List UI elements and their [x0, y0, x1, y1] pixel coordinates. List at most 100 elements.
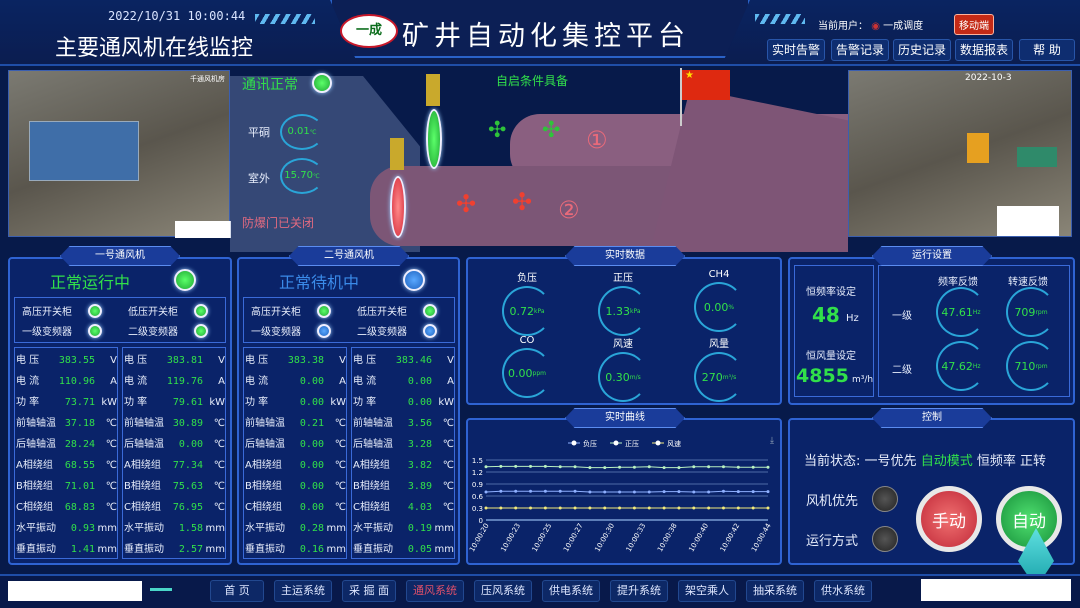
x-tick-label: 10:00:44: [750, 522, 773, 554]
x-tick-label: 10:00:23: [499, 522, 522, 553]
data-row: A相绕组 0.00 ℃: [245, 456, 346, 476]
camera-feed-right[interactable]: 2022-10-3: [848, 70, 1072, 237]
speed-feedback-header: 转速反馈: [1008, 277, 1048, 288]
run-mode-knob[interactable]: [872, 526, 898, 552]
fan-2-mark: ②: [558, 196, 580, 224]
row-unit: ℃: [334, 481, 346, 492]
data-row: 垂直振动 0.16 mm: [245, 540, 346, 560]
nav-4[interactable]: 通风系统: [406, 580, 464, 602]
data-point-正压: [632, 465, 636, 469]
user-label: 当前用户：: [818, 21, 868, 32]
mode-state: 自动模式: [920, 454, 973, 469]
indicator-3: 一级变频器: [22, 323, 102, 338]
row-unit: ℃: [442, 502, 454, 513]
row-value: 4.03: [407, 502, 432, 513]
indicator-lamp: [317, 303, 331, 318]
nav-1[interactable]: 首 页: [210, 580, 264, 602]
x-tick-label: 10:00:27: [562, 522, 585, 553]
gauge-CO: CO 0.00 ppm: [494, 335, 560, 398]
report-button[interactable]: 数据报表: [955, 39, 1013, 61]
x-tick-label: 10:00:40: [687, 522, 710, 553]
gauge-unit: m/s: [629, 373, 641, 381]
row-value: 3.89: [407, 481, 432, 492]
control-panel: 当前状态: 一号优先 自动模式 恒频率 正转 风机优先 运行方式 手动 自动: [788, 418, 1075, 565]
decor-dash: [150, 588, 172, 591]
data-row: 前轴轴温 0.21 ℃: [245, 414, 346, 434]
nav-3[interactable]: 采 掘 面: [342, 580, 396, 602]
nav-7[interactable]: 提升系统: [610, 580, 668, 602]
row-label: 功 率: [245, 397, 269, 408]
row-unit: V: [110, 355, 117, 366]
realtime-data-panel: 负压 0.72 kPa 正压 1.33 kPa CH4 0.00% CO 0.00 ppm 风速 0.3…: [466, 257, 782, 405]
row-value: 79.61: [172, 397, 203, 408]
row-value: 0.00: [299, 439, 324, 450]
nav-10[interactable]: 供水系统: [814, 580, 872, 602]
unit: Hz: [972, 362, 981, 370]
camera-feed-left[interactable]: 千通风机房: [8, 70, 231, 238]
row-value: 383.46: [395, 355, 432, 366]
data-point-正压: [558, 465, 562, 469]
mobile-button[interactable]: 移动端: [954, 14, 994, 35]
redacted-box: [175, 221, 231, 238]
fan-1-impeller-icon: ✣: [488, 118, 507, 143]
data-row: 电 压 383.46 V: [353, 351, 454, 371]
data-point-风速: [529, 506, 533, 510]
row-value: 0.00: [407, 397, 432, 408]
indicator-lamp: [88, 323, 102, 338]
row-label: 水平振动: [16, 523, 56, 534]
gauge-ring: 0.30 m/s: [598, 352, 648, 402]
gauge-value: 0.00: [703, 300, 729, 314]
row-value: 0.00: [299, 460, 324, 471]
indicator-lamp: [194, 323, 208, 338]
row-unit: ℃: [334, 502, 346, 513]
indicator-lamp: [88, 303, 102, 318]
row-label: C相绕组: [124, 502, 161, 513]
data-point-负压: [484, 490, 488, 494]
row-label: 电 压: [245, 355, 269, 366]
data-row: 电 压 383.81 V: [124, 351, 225, 371]
y-tick-label: 1.2: [472, 469, 483, 477]
help-button[interactable]: 帮 助: [1019, 39, 1075, 61]
y-tick-label: 0.3: [472, 505, 483, 513]
history-button[interactable]: 历史记录: [893, 39, 951, 61]
row-label: 功 率: [124, 397, 148, 408]
row-unit: ℃: [105, 418, 117, 429]
row-unit: ℃: [334, 460, 346, 471]
data-point-负压: [543, 489, 547, 493]
data-point-风速: [484, 506, 488, 510]
gauge-value: 270: [701, 370, 723, 384]
nav-8[interactable]: 架空乘人: [678, 580, 736, 602]
nav-5[interactable]: 压风系统: [474, 580, 532, 602]
nav-2[interactable]: 主运系统: [274, 580, 332, 602]
realtime-alarm-button[interactable]: 实时告警: [767, 39, 825, 61]
row-label: 功 率: [16, 397, 40, 408]
data-point-负压: [677, 490, 681, 494]
row-unit: ℃: [442, 439, 454, 450]
data-point-负压: [558, 489, 562, 493]
alarm-record-button[interactable]: 告警记录: [831, 39, 889, 61]
data-point-负压: [692, 490, 696, 494]
stage-2-label: 二级: [892, 365, 912, 376]
data-row: C相绕组 4.03 ℃: [353, 498, 454, 518]
row-unit: mm: [205, 544, 225, 555]
row-label: B相绕组: [124, 481, 161, 492]
row-value: 1.58: [178, 523, 203, 534]
data-point-正压: [603, 466, 607, 470]
row-label: B相绕组: [16, 481, 53, 492]
indicator-2: 低压开关柜: [357, 303, 437, 318]
data-point-正压: [543, 464, 547, 468]
row-unit: ℃: [334, 418, 346, 429]
realtime-data-title: 实时数据: [565, 246, 685, 266]
row-label: 电 流: [245, 376, 269, 387]
download-icon[interactable]: ⤓: [770, 436, 774, 446]
row-label: 前轴轴温: [245, 418, 285, 429]
fan-priority-knob[interactable]: [872, 486, 898, 512]
row-label: 后轴轴温: [124, 439, 164, 450]
manual-button[interactable]: 手动: [916, 486, 982, 552]
row-value: 73.71: [64, 397, 95, 408]
gauge-unit: ppm: [532, 369, 546, 377]
nav-6[interactable]: 供电系统: [542, 580, 600, 602]
autostart-label: 自启条件具备: [496, 74, 569, 88]
data-row: 水平振动 0.19 mm: [353, 519, 454, 539]
nav-9[interactable]: 抽采系统: [746, 580, 804, 602]
